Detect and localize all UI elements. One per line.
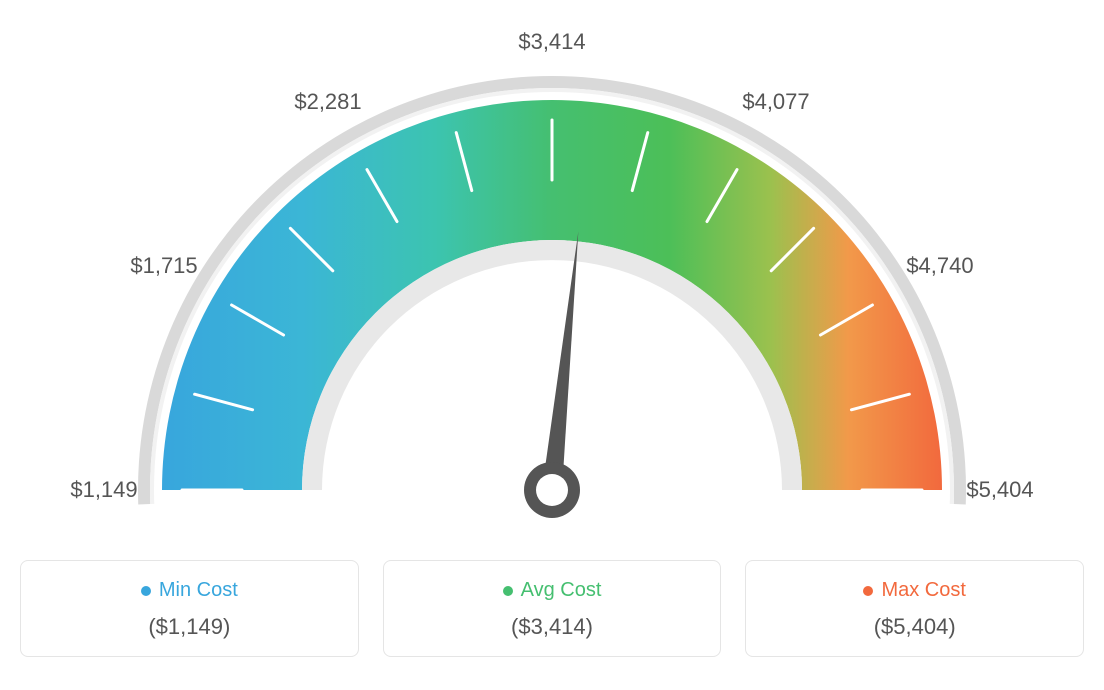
legend-title-min: Min Cost	[141, 579, 238, 602]
legend-row: Min Cost ($1,149) Avg Cost ($3,414) Max …	[20, 560, 1084, 657]
legend-value-avg: ($3,414)	[396, 614, 709, 640]
gauge-tick-label: $4,077	[742, 89, 809, 115]
legend-card-avg: Avg Cost ($3,414)	[383, 560, 722, 657]
legend-value-max: ($5,404)	[758, 614, 1071, 640]
legend-label-min: Min Cost	[159, 579, 238, 602]
legend-dot-avg	[503, 586, 513, 596]
gauge-needle	[542, 231, 578, 491]
legend-dot-max	[863, 586, 873, 596]
gauge-tick-label: $4,740	[906, 253, 973, 279]
legend-card-max: Max Cost ($5,404)	[745, 560, 1084, 657]
cost-gauge: $1,149 $1,715 $2,281 $3,414 $4,077 $4,740 $5,4…	[20, 20, 1084, 540]
legend-value-min: ($1,149)	[33, 614, 346, 640]
legend-label-avg: Avg Cost	[521, 579, 602, 602]
legend-card-min: Min Cost ($1,149)	[20, 560, 359, 657]
gauge-tick-label: $3,414	[518, 29, 585, 55]
gauge-tick-label: $5,404	[966, 477, 1033, 503]
legend-dot-min	[141, 586, 151, 596]
legend-label-max: Max Cost	[881, 579, 965, 602]
legend-title-max: Max Cost	[863, 579, 965, 602]
gauge-svg	[20, 20, 1084, 540]
gauge-tick-label: $1,149	[70, 477, 137, 503]
gauge-tick-label: $1,715	[130, 253, 197, 279]
legend-title-avg: Avg Cost	[503, 579, 602, 602]
gauge-tick-label: $2,281	[294, 89, 361, 115]
gauge-needle-hub-inner	[536, 474, 568, 506]
